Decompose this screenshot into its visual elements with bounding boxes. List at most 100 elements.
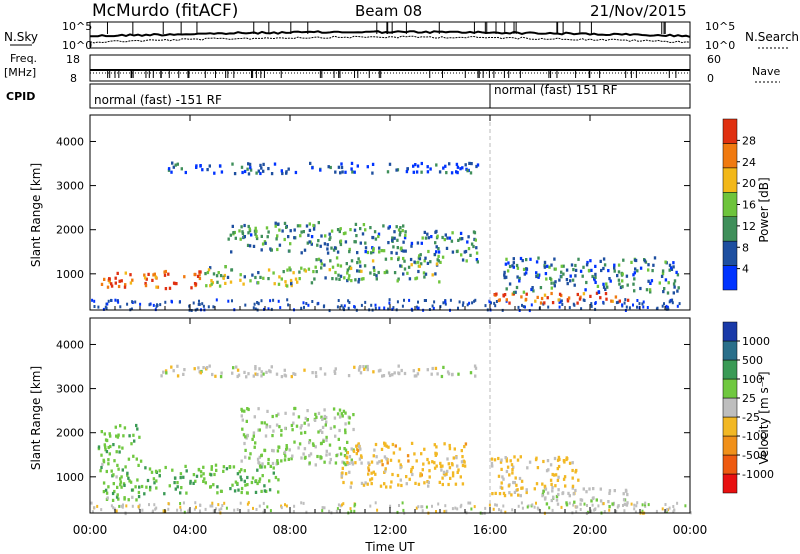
heatmap-cell [209, 266, 212, 270]
heatmap-cell [199, 503, 202, 507]
heatmap-cell [285, 170, 288, 174]
heatmap-cell [286, 268, 289, 272]
heatmap-cell [302, 452, 305, 456]
heatmap-cell [260, 421, 263, 425]
heatmap-cell [272, 466, 275, 470]
heatmap-cell [199, 470, 203, 474]
heatmap-cell [364, 250, 367, 254]
heatmap-cell [344, 472, 348, 476]
heatmap-cell [319, 367, 322, 371]
heatmap-cell [91, 298, 94, 302]
heatmap-cell [303, 430, 307, 435]
heatmap-cell [236, 374, 239, 379]
heatmap-cell [319, 168, 322, 172]
heatmap-cell [519, 256, 523, 261]
heatmap-cell [667, 307, 670, 311]
heatmap-cell [329, 426, 333, 430]
heatmap-cell [283, 450, 287, 454]
heatmap-cell [160, 374, 163, 378]
heatmap-cell [602, 285, 606, 289]
heatmap-cell [434, 241, 437, 245]
heatmap-cell [274, 475, 278, 480]
heatmap-cell [446, 469, 449, 473]
heatmap-cell [236, 368, 240, 372]
heatmap-cell [247, 224, 250, 229]
heatmap-cell [561, 491, 565, 495]
heatmap-cell [90, 501, 93, 505]
heatmap-cell [395, 251, 398, 255]
heatmap-cell [120, 279, 123, 283]
heatmap-cell [276, 459, 279, 463]
heatmap-cell [110, 282, 113, 286]
heatmap-cell [287, 235, 290, 239]
heatmap-cell [445, 472, 448, 476]
heatmap-cell [125, 504, 128, 508]
power-panel-frame [89, 114, 691, 311]
heatmap-cell [672, 265, 675, 269]
heatmap-cell [118, 445, 121, 449]
heatmap-cell [218, 284, 222, 288]
heatmap-cell [468, 161, 471, 165]
heatmap-cell [267, 457, 270, 462]
heatmap-cell [120, 485, 123, 489]
heatmap-cell [553, 257, 556, 261]
heatmap-cell [182, 475, 185, 479]
heatmap-cell [118, 279, 121, 283]
heatmap-cell [530, 287, 533, 292]
heatmap-cell [163, 270, 166, 274]
heatmap-cell [576, 292, 579, 297]
heatmap-cell [297, 415, 301, 419]
heatmap-cell [574, 274, 577, 278]
heatmap-cell [421, 509, 424, 513]
heatmap-cell [342, 232, 346, 236]
heatmap-cell [280, 433, 283, 437]
heatmap-cell [532, 289, 535, 293]
heatmap-cell [107, 485, 110, 489]
heatmap-cell [418, 254, 421, 258]
heatmap-cell [274, 224, 277, 228]
heatmap-cell [417, 269, 420, 274]
heatmap-cell [149, 302, 152, 306]
heatmap-cell [120, 504, 123, 508]
heatmap-cell [248, 162, 252, 166]
heatmap-cell [353, 504, 356, 508]
heatmap-cell [568, 494, 571, 498]
heatmap-cell [615, 509, 618, 513]
heatmap-cell [257, 461, 260, 465]
y-tick-label: 4000 [56, 135, 84, 148]
heatmap-cell [642, 300, 645, 304]
heatmap-cell [312, 443, 315, 447]
heatmap-cell [117, 497, 120, 501]
heatmap-cell [518, 276, 521, 280]
heatmap-cell [277, 490, 280, 494]
heatmap-cell [435, 245, 438, 249]
heatmap-cell [246, 407, 249, 411]
heatmap-cell [305, 224, 309, 228]
heatmap-cell [356, 269, 359, 273]
heatmap-cell [451, 250, 455, 254]
heatmap-cell [470, 162, 473, 166]
heatmap-cell [248, 244, 252, 248]
heatmap-cell [464, 163, 467, 167]
heatmap-cell [325, 453, 328, 457]
heatmap-cell [582, 265, 585, 269]
heatmap-cell [220, 507, 223, 511]
heatmap-cell [296, 224, 300, 228]
heatmap-cell [450, 171, 454, 175]
heatmap-cell [280, 169, 283, 173]
heatmap-cell [424, 256, 427, 260]
heatmap-cell [252, 306, 255, 310]
heatmap-cell [337, 299, 340, 302]
heatmap-cell [272, 449, 275, 453]
heatmap-cell [573, 283, 576, 287]
heatmap-cell [503, 275, 506, 280]
heatmap-cell [258, 428, 261, 432]
heatmap-cell [426, 480, 429, 484]
heatmap-cell [621, 272, 624, 276]
heatmap-cell [675, 270, 678, 274]
heatmap-cell [119, 305, 122, 309]
heatmap-cell [298, 224, 302, 228]
heatmap-cell [516, 275, 519, 279]
heatmap-cell [389, 458, 393, 462]
